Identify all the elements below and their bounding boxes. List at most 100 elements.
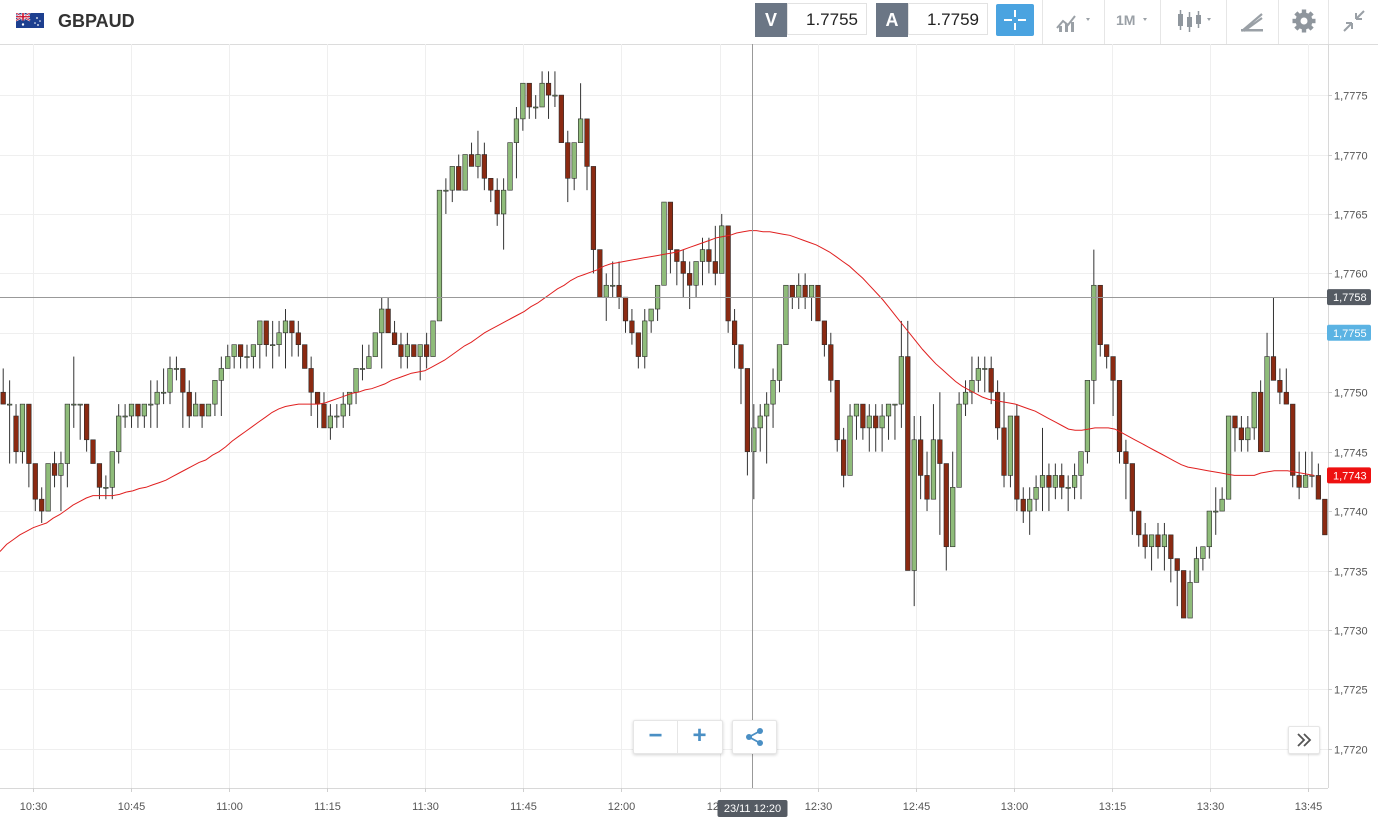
candle <box>520 82 526 131</box>
candle <box>1193 546 1200 583</box>
time-tick-label: 11:00 <box>216 801 243 813</box>
candle <box>1065 475 1071 512</box>
candle-body-bullish <box>250 344 257 357</box>
candle-body-bearish <box>1290 403 1296 476</box>
candle <box>475 130 481 179</box>
candle-body-bullish <box>353 368 359 393</box>
candle-body-bullish <box>1033 487 1039 500</box>
candle-body-bullish <box>1187 582 1193 619</box>
candle-body-bearish <box>96 463 103 488</box>
price-tick-label: 1,7775 <box>1334 91 1368 103</box>
candle-body-bullish <box>533 106 539 109</box>
settings-button[interactable] <box>1278 0 1329 44</box>
candle <box>834 380 840 452</box>
candle-body-bullish <box>231 344 237 357</box>
candle-body-bullish <box>71 403 77 406</box>
candle <box>821 320 827 357</box>
candle <box>212 380 218 416</box>
zoom-out-button[interactable]: − <box>634 721 678 753</box>
candle-body-bearish <box>481 154 487 179</box>
candle <box>321 392 327 429</box>
candle <box>1136 510 1142 547</box>
candle-body-bullish <box>853 403 860 417</box>
candle <box>988 356 994 405</box>
candle-body-bearish <box>667 201 674 250</box>
candle <box>1245 416 1251 452</box>
crosshair-button[interactable] <box>996 4 1034 36</box>
candle <box>372 332 378 357</box>
candle-body-bullish <box>911 439 917 571</box>
candle-body-bullish <box>950 487 956 548</box>
candle-body-bullish <box>218 368 224 381</box>
candle-body-bullish <box>507 142 513 191</box>
candle-body-bearish <box>295 332 301 345</box>
candle-body-bearish <box>26 403 32 464</box>
candle <box>751 404 757 500</box>
candle <box>1251 391 1257 440</box>
candle <box>19 403 26 464</box>
timeframe-label[interactable]: 1M <box>1116 12 1136 28</box>
candle <box>635 332 641 369</box>
crosshair-price-badge: 1,7758 <box>1327 289 1371 306</box>
candle <box>122 404 128 428</box>
price-tick-label: 1,7720 <box>1334 745 1368 757</box>
timeframe-button[interactable] <box>1104 0 1161 44</box>
candle <box>1129 463 1135 535</box>
crosshair-time-badge-label: 23/11 12:20 <box>724 803 781 815</box>
candle <box>1213 487 1219 535</box>
candle <box>488 178 494 203</box>
candle-body-bearish <box>186 391 192 417</box>
candle <box>629 309 635 345</box>
candle-body-bearish <box>988 368 994 393</box>
draw-tool-button[interactable] <box>1226 0 1279 44</box>
share-button[interactable] <box>732 720 777 754</box>
candle-body-bearish <box>90 439 96 464</box>
candle <box>975 356 981 393</box>
zoom-in-button[interactable]: + <box>678 721 721 753</box>
candle <box>687 261 693 310</box>
scroll-forward-button[interactable] <box>1288 726 1320 754</box>
collapse-button[interactable] <box>1328 0 1378 44</box>
candle-style-button[interactable] <box>1160 0 1227 44</box>
price-tick-label: 1,7750 <box>1334 388 1368 400</box>
candle <box>1219 487 1225 512</box>
candle-body-bearish <box>1181 570 1187 619</box>
candle <box>661 201 667 286</box>
candle-body-bearish <box>308 368 314 393</box>
candle-body-bullish <box>212 380 218 405</box>
candle <box>622 296 629 333</box>
candle <box>1084 380 1091 464</box>
chart-type-button[interactable] <box>1042 0 1105 44</box>
buy-label[interactable]: A <box>876 3 908 37</box>
candle-body-bullish <box>282 320 289 334</box>
candle <box>712 225 718 286</box>
candle <box>879 404 885 452</box>
collapse-icon <box>1343 10 1365 32</box>
candle <box>148 380 154 428</box>
candle-body-bearish <box>391 332 398 345</box>
candle <box>128 403 135 428</box>
candle-body-bearish <box>860 403 866 429</box>
candle-body-bullish <box>193 403 199 417</box>
uk-flag-icon <box>16 13 44 28</box>
candle <box>808 284 815 321</box>
candle-body-bearish <box>918 439 924 476</box>
candle <box>571 142 577 191</box>
buy-price[interactable]: 1.7759 <box>908 3 988 35</box>
candle-body-bullish <box>449 166 455 191</box>
candle-body-bullish <box>7 403 13 406</box>
candle-body-bearish <box>1296 475 1302 488</box>
price-chart[interactable]: 1,77751,77701,77651,77601,77551,77501,77… <box>0 44 1378 819</box>
sell-price[interactable]: 1.7755 <box>787 3 867 35</box>
candle-body-bullish <box>885 403 892 417</box>
candle <box>45 463 51 512</box>
time-tick-label: 10:30 <box>20 801 48 813</box>
candle <box>501 178 507 250</box>
candle <box>905 320 911 571</box>
candle <box>1001 392 1007 488</box>
candle <box>1270 297 1277 381</box>
sell-label[interactable]: V <box>755 3 787 37</box>
candle <box>802 273 808 310</box>
candle <box>96 463 103 500</box>
chart-grid <box>0 44 1328 788</box>
